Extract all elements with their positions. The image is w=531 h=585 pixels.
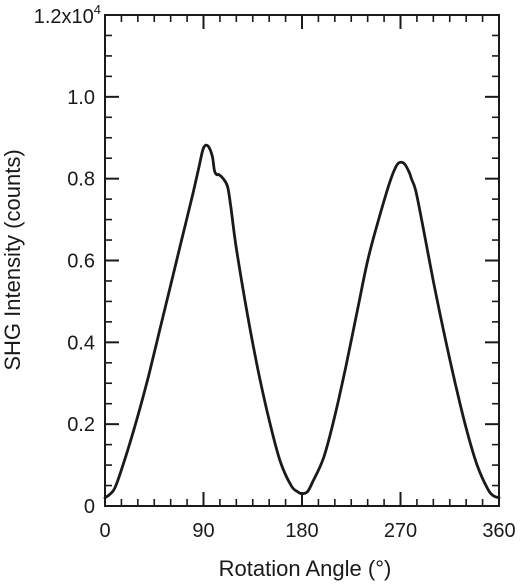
- x-axis-title: Rotation Angle (°): [219, 556, 392, 581]
- y-tick-label: 0.8: [67, 169, 95, 191]
- x-tick-label: 0: [99, 520, 110, 542]
- shg-intensity-curve: [103, 143, 501, 500]
- y-axis-title: SHG Intensity (counts): [0, 149, 25, 370]
- y-tick-label: 1.0: [67, 87, 95, 109]
- x-tick-label: 180: [285, 520, 318, 542]
- y-top-tick-label: 1.2x104: [34, 2, 101, 28]
- y-tick-label: 0.2: [67, 414, 95, 436]
- y-tick-label: 0.4: [67, 332, 95, 354]
- tick-labels: 0 90 180 270 360 0 0.2 0.4 0.6 0.8 1.0: [67, 87, 516, 542]
- x-tick-label: 360: [482, 520, 515, 542]
- axis-ticks: [104, 14, 500, 507]
- x-tick-label: 90: [192, 520, 214, 542]
- y-tick-label: 0: [84, 496, 95, 518]
- y-tick-label: 0.6: [67, 251, 95, 273]
- plot-frame: [104, 14, 500, 507]
- x-tick-label: 270: [384, 520, 417, 542]
